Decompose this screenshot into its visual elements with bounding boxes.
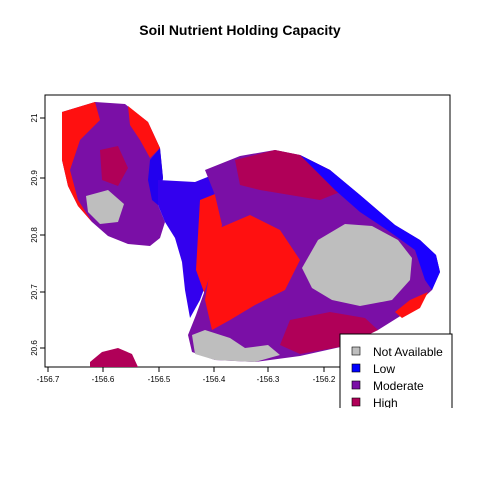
- west-maui-gray-patch: [86, 190, 124, 224]
- kahoolawe-region: [90, 348, 138, 367]
- east-maui-crater-gray: [302, 224, 412, 306]
- y-tick-label: 20.7: [30, 284, 39, 300]
- x-tick-label: -156.4: [203, 375, 226, 384]
- east-maui-south-high: [280, 312, 378, 354]
- chart-title: Soil Nutrient Holding Capacity: [139, 22, 341, 38]
- y-tick-label: 20.9: [30, 170, 39, 186]
- x-tick-label: -156.6: [92, 375, 115, 384]
- legend-label-moderate: Moderate: [373, 379, 424, 393]
- legend-swatch-low: [351, 363, 361, 373]
- west-maui-red-ridge: [128, 106, 160, 158]
- y-tick-label: 20.6: [30, 340, 39, 356]
- x-tick-label: -156.5: [148, 375, 171, 384]
- x-tick-label: -156.2: [313, 375, 336, 384]
- x-axis: -156.7 -156.6 -156.5 -156.4 -156.3 -156.…: [37, 367, 336, 384]
- east-maui-north-high: [235, 150, 350, 200]
- x-tick-label: -156.7: [37, 375, 60, 384]
- west-maui-high-patch: [100, 146, 128, 186]
- east-maui-southeast-red: [395, 292, 428, 318]
- bottom-mask: [335, 408, 455, 428]
- legend: Not Available Low Moderate High: [339, 333, 453, 415]
- east-maui-south-gray: [192, 330, 280, 362]
- plot-frame: [44, 94, 451, 368]
- legend-swatch-moderate: [351, 380, 361, 390]
- x-tick-label: -156.3: [257, 375, 280, 384]
- y-tick-label: 20.8: [30, 227, 39, 243]
- island-map: [62, 102, 440, 367]
- legend-label-not-available: Not Available: [373, 345, 443, 359]
- west-maui-red-coast: [62, 102, 100, 222]
- east-maui-red-slope: [205, 215, 300, 330]
- east-maui-blue-coast: [300, 155, 440, 290]
- y-axis: 20.6 20.7 20.8 20.9 21: [30, 113, 45, 356]
- y-tick-label: 21: [30, 113, 39, 122]
- legend-swatch-high: [351, 397, 361, 407]
- legend-label-high: High: [373, 396, 398, 410]
- legend-swatch-not-available: [351, 346, 361, 356]
- legend-label-low: Low: [373, 362, 395, 376]
